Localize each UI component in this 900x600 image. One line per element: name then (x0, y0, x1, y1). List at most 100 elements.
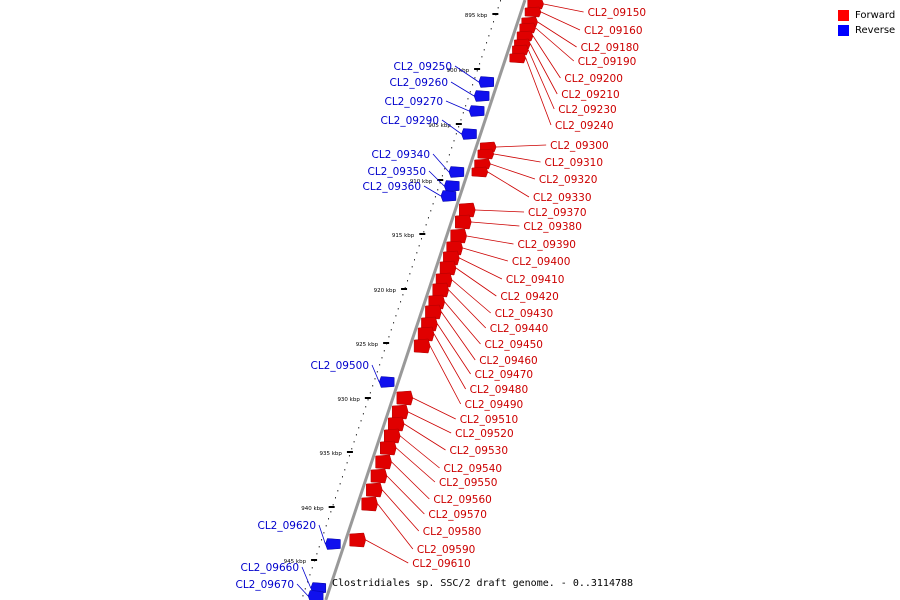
guide-dot (427, 217, 429, 219)
forward-gene-label: CL2_09240 (555, 120, 614, 132)
forward-gene-label: CL2_09300 (550, 140, 609, 152)
guide-dot (476, 70, 478, 72)
forward-gene-label: CL2_09400 (512, 256, 571, 268)
guide-dot (325, 525, 327, 527)
reverse-gene-leader (445, 100, 470, 112)
reverse-gene-arrow (440, 190, 457, 202)
tick-label: 900 kbp (447, 68, 470, 74)
reverse-gene-label: CL2_09350 (367, 166, 426, 178)
forward-gene-label: CL2_09180 (581, 42, 640, 54)
tick-label: 930 kbp (337, 397, 360, 403)
forward-gene-label: CL2_09590 (417, 544, 476, 556)
forward-gene-arrow (383, 428, 401, 444)
forward-gene-leader (490, 163, 536, 180)
forward-gene-leader (386, 475, 425, 515)
forward-gene-leader (496, 144, 547, 148)
forward-gene-arrow (413, 338, 431, 354)
forward-gene-label: CL2_09490 (465, 399, 524, 411)
forward-gene-arrow (516, 30, 534, 42)
guide-dot (330, 511, 332, 513)
forward-gene-leader (455, 267, 497, 297)
forward-gene-leader (537, 21, 577, 48)
forward-gene-arrow (391, 404, 409, 420)
guide-dot (397, 308, 399, 310)
guide-dot (448, 154, 450, 156)
guide-dot (353, 441, 355, 443)
forward-gene-arrow (477, 148, 495, 160)
forward-gene-leader (459, 257, 503, 280)
reverse-gene-leader (432, 153, 450, 173)
forward-gene-leader (395, 447, 436, 483)
guide-dot (379, 364, 381, 366)
forward-gene-arrow (366, 482, 383, 498)
guide-dot (348, 455, 350, 457)
guide-dot (309, 574, 311, 576)
reverse-gene-arrow (478, 76, 495, 88)
forward-gene-label: CL2_09570 (428, 509, 487, 521)
forward-gene-label: CL2_09460 (479, 355, 538, 367)
reverse-gene-arrow (473, 90, 490, 102)
reverse-gene-label: CL2_09660 (240, 562, 299, 574)
forward-gene-arrow (524, 6, 542, 18)
forward-gene-leader (543, 3, 584, 13)
tick-label: 940 kbp (301, 506, 324, 512)
forward-gene-label: CL2_09440 (490, 323, 549, 335)
forward-gene-leader (487, 171, 530, 198)
forward-gene-leader (451, 279, 491, 314)
guide-dot (488, 35, 490, 37)
guide-dot (358, 427, 360, 429)
guide-dot (467, 98, 469, 100)
forward-gene-leader (530, 43, 558, 95)
forward-gene-leader (441, 311, 476, 361)
reverse-gene-label: CL2_09290 (380, 115, 439, 127)
forward-gene-leader (382, 489, 420, 532)
forward-gene-leader (365, 539, 409, 564)
guide-dot (451, 147, 453, 149)
guide-dot (490, 28, 492, 30)
forward-gene-leader (433, 333, 466, 390)
guide-dot (302, 595, 304, 597)
tick-label: 915 kbp (392, 233, 415, 239)
guide-dot (316, 553, 318, 555)
forward-gene-arrow (361, 496, 378, 512)
forward-gene-arrow (387, 416, 405, 432)
forward-gene-arrow (527, 0, 544, 10)
guide-dot (432, 203, 434, 205)
guide-dot (486, 42, 488, 44)
reverse-gene-arrow (325, 538, 341, 550)
guide-dot (493, 21, 495, 23)
guide-dot (458, 126, 460, 128)
reverse-gene-leader (441, 119, 462, 135)
guide-dot (500, 0, 501, 2)
tick-label: 935 kbp (320, 451, 343, 457)
forward-gene-label: CL2_09540 (444, 463, 503, 475)
forward-gene-arrow (375, 454, 392, 470)
guide-dot (307, 581, 309, 583)
forward-gene-label: CL2_09410 (506, 274, 565, 286)
guide-dot (474, 77, 476, 79)
guide-dot (460, 119, 462, 121)
guide-dot (365, 406, 367, 408)
reverse-gene-label: CL2_09500 (310, 360, 369, 372)
guide-dot (425, 224, 427, 226)
backbone (324, 0, 527, 600)
forward-gene-leader (528, 49, 555, 110)
reverse-gene-arrow (307, 590, 324, 600)
forward-gene-arrow (370, 468, 388, 484)
forward-gene-label: CL2_09560 (433, 494, 492, 506)
guide-dot (311, 567, 313, 569)
guide-dot (374, 378, 376, 380)
forward-gene-arrow (432, 282, 449, 298)
guide-dot (469, 91, 471, 93)
forward-gene-leader (404, 423, 446, 451)
guide-dot (346, 462, 348, 464)
guide-dot (483, 49, 485, 51)
reverse-gene-arrow (448, 166, 465, 178)
forward-gene-arrow (509, 52, 527, 64)
reverse-gene-leader (371, 364, 380, 383)
guide-dot (351, 448, 353, 450)
reverse-gene-arrow (461, 128, 477, 140)
tick-label: 945 kbp (284, 559, 307, 565)
guide-dot (439, 182, 441, 184)
tick-label: 920 kbp (374, 288, 397, 294)
